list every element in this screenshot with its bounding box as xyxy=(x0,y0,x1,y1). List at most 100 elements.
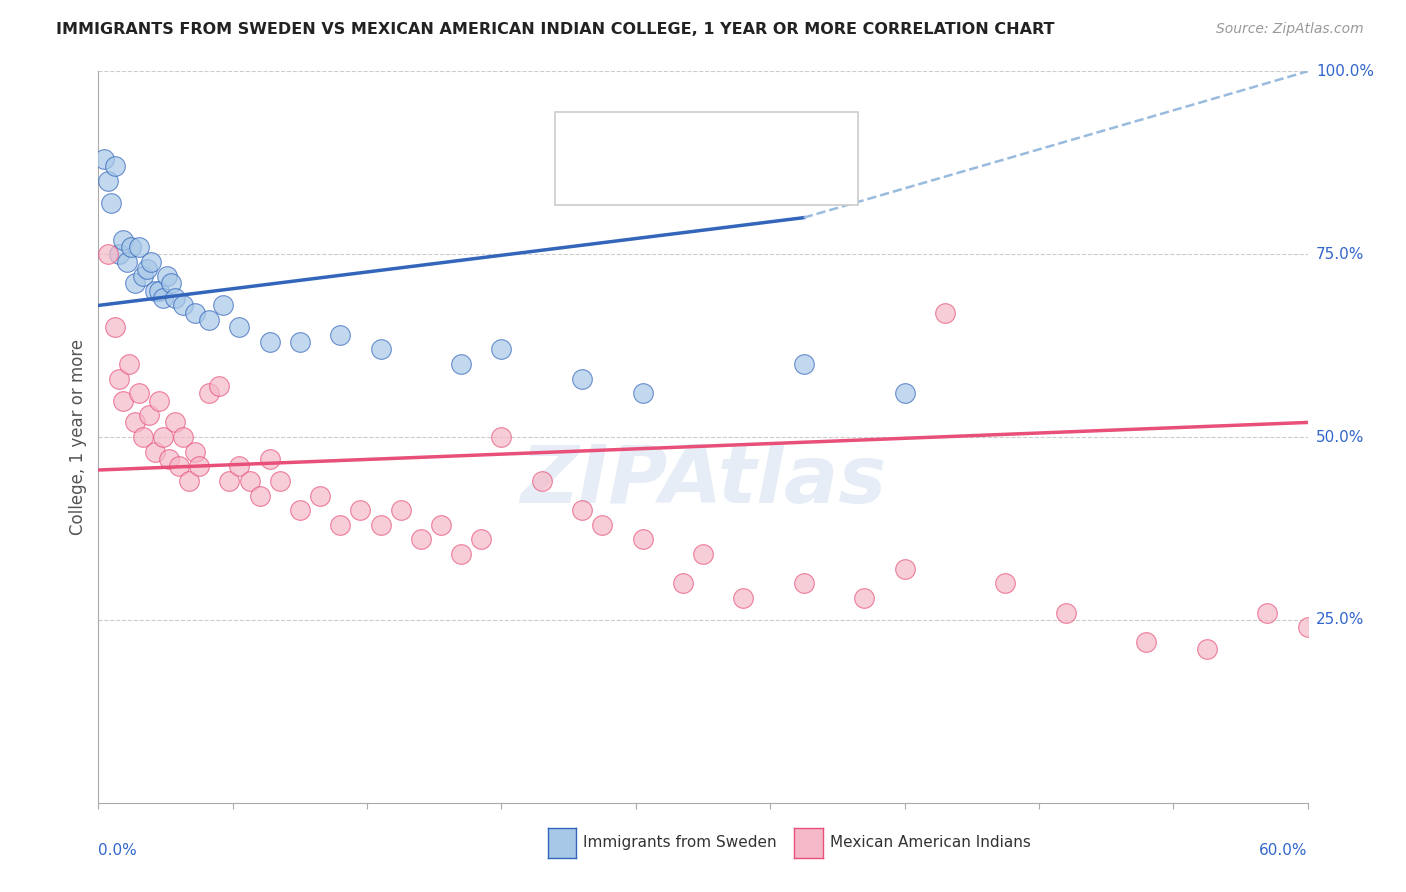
Point xyxy=(571,503,593,517)
Point xyxy=(228,320,250,334)
Point xyxy=(631,533,654,547)
Text: 63: 63 xyxy=(747,166,772,184)
Point xyxy=(218,474,240,488)
Point xyxy=(208,379,231,393)
Point xyxy=(672,576,695,591)
Point xyxy=(198,313,221,327)
Point xyxy=(118,357,141,371)
Text: Mexican American Indians: Mexican American Indians xyxy=(830,836,1031,850)
Point xyxy=(430,517,453,532)
Point xyxy=(1376,591,1399,605)
Point xyxy=(409,533,432,547)
Point xyxy=(893,562,915,576)
Point xyxy=(1256,606,1278,620)
Point xyxy=(156,269,179,284)
Text: 25.0%: 25.0% xyxy=(1316,613,1364,627)
Point xyxy=(152,291,174,305)
Text: R =: R = xyxy=(603,128,640,145)
Point xyxy=(450,357,472,371)
Point xyxy=(259,334,281,349)
Point xyxy=(793,357,815,371)
Point xyxy=(349,503,371,517)
Text: N =: N = xyxy=(706,166,742,184)
Point xyxy=(132,269,155,284)
Text: ZIPAtlas: ZIPAtlas xyxy=(520,442,886,520)
Text: 60.0%: 60.0% xyxy=(1260,843,1308,858)
Point xyxy=(97,174,120,188)
Point xyxy=(120,240,142,254)
Point xyxy=(111,393,134,408)
Point xyxy=(329,517,352,532)
Point xyxy=(530,474,553,488)
Point xyxy=(1337,606,1360,620)
Point xyxy=(571,371,593,385)
Point xyxy=(212,298,235,312)
Point xyxy=(1054,606,1077,620)
Point xyxy=(491,430,513,444)
Point xyxy=(135,261,157,276)
Point xyxy=(198,386,221,401)
Point xyxy=(370,517,392,532)
Point xyxy=(93,152,115,166)
Point xyxy=(692,547,714,561)
Point xyxy=(259,452,281,467)
Y-axis label: College, 1 year or more: College, 1 year or more xyxy=(69,339,87,535)
Point xyxy=(249,489,271,503)
Point xyxy=(163,416,186,430)
Point xyxy=(329,327,352,342)
Text: N =: N = xyxy=(706,128,742,145)
Point xyxy=(1135,635,1157,649)
Point xyxy=(228,459,250,474)
Point xyxy=(163,291,186,305)
Point xyxy=(107,247,129,261)
Point xyxy=(184,306,207,320)
Point xyxy=(389,503,412,517)
Point xyxy=(934,306,956,320)
Point xyxy=(115,254,138,268)
Point xyxy=(124,416,146,430)
Point xyxy=(143,444,166,458)
Point xyxy=(309,489,332,503)
Point xyxy=(288,334,311,349)
Text: 0.093: 0.093 xyxy=(644,166,700,184)
Point xyxy=(793,576,815,591)
Point xyxy=(148,284,170,298)
Point xyxy=(152,430,174,444)
Point xyxy=(631,386,654,401)
Text: 34: 34 xyxy=(747,128,772,145)
Point xyxy=(370,343,392,357)
Point xyxy=(97,247,120,261)
Point xyxy=(148,393,170,408)
Point xyxy=(124,277,146,291)
Text: 0.0%: 0.0% xyxy=(98,843,138,858)
Text: IMMIGRANTS FROM SWEDEN VS MEXICAN AMERICAN INDIAN COLLEGE, 1 YEAR OR MORE CORREL: IMMIGRANTS FROM SWEDEN VS MEXICAN AMERIC… xyxy=(56,22,1054,37)
Point xyxy=(107,371,129,385)
Point xyxy=(128,240,150,254)
Text: 0.139: 0.139 xyxy=(644,128,700,145)
Text: 100.0%: 100.0% xyxy=(1316,64,1374,78)
Text: Immigrants from Sweden: Immigrants from Sweden xyxy=(583,836,778,850)
Point xyxy=(139,254,162,268)
Text: Source: ZipAtlas.com: Source: ZipAtlas.com xyxy=(1216,22,1364,37)
Point xyxy=(103,320,125,334)
Point xyxy=(450,547,472,561)
Point xyxy=(132,430,155,444)
Text: R =: R = xyxy=(603,166,640,184)
Point xyxy=(1195,642,1218,657)
Point xyxy=(239,474,262,488)
Point xyxy=(172,298,194,312)
Point xyxy=(853,591,876,605)
Point xyxy=(167,459,190,474)
Point xyxy=(591,517,613,532)
Point xyxy=(160,277,183,291)
Point xyxy=(111,233,134,247)
Point xyxy=(188,459,211,474)
Point xyxy=(143,284,166,298)
Text: 75.0%: 75.0% xyxy=(1316,247,1364,261)
Point xyxy=(269,474,291,488)
Point xyxy=(103,160,125,174)
Point xyxy=(138,408,160,422)
Point xyxy=(893,386,915,401)
Point xyxy=(733,591,755,605)
Point xyxy=(1296,620,1319,634)
